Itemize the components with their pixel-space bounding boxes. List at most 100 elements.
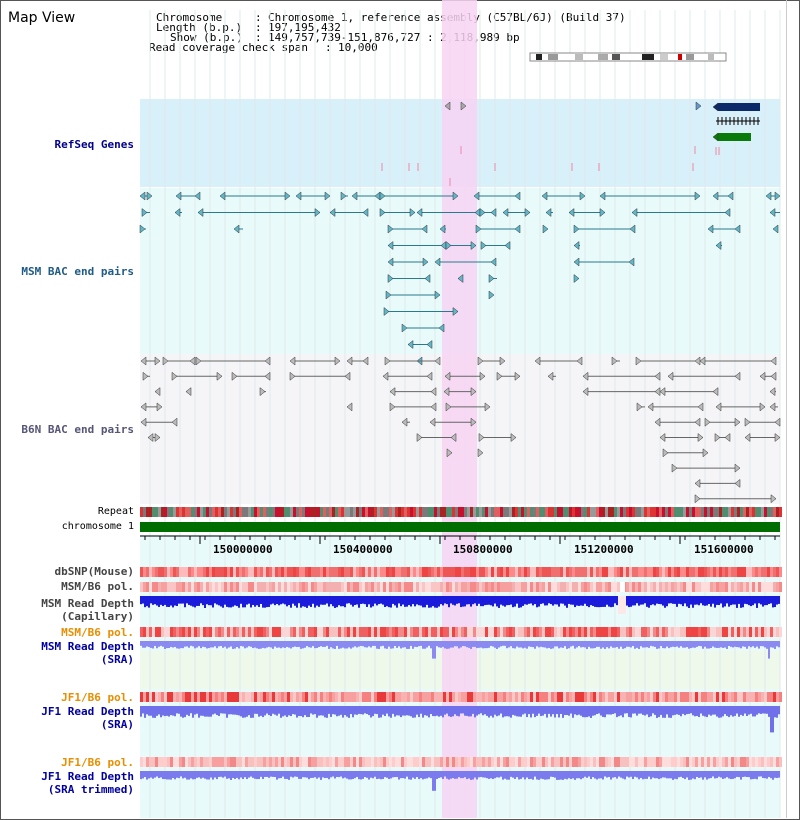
track-label-jf1-b6-pol-2[interactable]: JF1/B6 pol. [61, 756, 134, 769]
track-label-jf1-b6-pol[interactable]: JF1/B6 pol. [61, 691, 134, 704]
msm-b6-pol2-cell [623, 627, 626, 637]
msm-b6-pol-cell [158, 582, 161, 592]
track-label-refseq[interactable]: RefSeq Genes [54, 138, 134, 151]
b6n-bac-end [445, 402, 452, 412]
repeat-cell [545, 507, 548, 517]
jf1-depth-trimmed-bar [262, 771, 264, 779]
jf1-depth-sra-bar [576, 706, 578, 716]
jf1-b6-pol-cell [698, 692, 701, 702]
dbsnp-cell [617, 567, 620, 577]
jf1-depth-trimmed-bar [440, 771, 442, 778]
b6n-bac-end [154, 387, 161, 397]
msm-b6-pol2-cell [173, 627, 176, 637]
info-colon: : [255, 31, 262, 44]
jf1-b6-pol2-cell [206, 757, 209, 767]
track-label-msm-depth-sra[interactable]: MSM Read Depth [41, 640, 134, 653]
track-label-msm-b6-pol-2[interactable]: MSM/B6 pol. [61, 626, 134, 639]
msm-b6-pol2-cell [599, 627, 602, 637]
msm-b6-pol2-cell [356, 627, 359, 637]
msm-depth-capillary-bar [484, 596, 486, 606]
b6n-bac-end [744, 432, 751, 443]
msm-b6-pol-cell [689, 582, 692, 592]
track-label-msm-bac[interactable]: MSM BAC end pairs [21, 265, 134, 278]
msm-depth-capillary-bar [190, 596, 192, 606]
msm-depth-capillary-bar [580, 596, 582, 606]
jf1-b6-pol-cell [560, 692, 563, 702]
repeat-cell [626, 507, 629, 517]
jf1-depth-sra-bar [628, 706, 630, 717]
track-label-jf1-depth-trimmed[interactable]: JF1 Read Depth [41, 770, 134, 783]
b6n-bac-end [470, 417, 477, 427]
jf1-b6-pol-cell [158, 692, 161, 702]
msm-depth-sra-bar [382, 641, 384, 646]
track-label-b6n-bac[interactable]: B6N BAC end pairs [21, 423, 134, 436]
jf1-depth-trimmed-bar [542, 771, 544, 780]
jf1-b6-pol-cell [299, 692, 302, 702]
jf1-depth-trimmed-bar [674, 771, 676, 779]
track-label-dbsnp[interactable]: dbSNP(Mouse) [54, 565, 134, 578]
jf1-b6-pol-cell [266, 692, 269, 702]
jf1-depth-sra-bar [218, 706, 220, 716]
repeat-cell [359, 507, 362, 517]
chromosome-ideogram [529, 52, 727, 62]
msm-depth-sra-bar [522, 641, 524, 649]
jf1-depth-sra-bar [698, 706, 700, 718]
msm-depth-sra-bar [504, 641, 506, 646]
repeat-cell [176, 507, 179, 517]
jf1-depth-trimmed-bar [482, 771, 484, 778]
msm-depth-sra-bar [466, 641, 468, 648]
msm-b6-pol-cell [770, 582, 773, 592]
msm-depth-capillary-bar [664, 596, 666, 608]
msm-depth-sra-bar [670, 641, 672, 648]
jf1-depth-sra-bar [562, 706, 564, 718]
msm-depth-capillary-bar [738, 596, 740, 604]
msm-depth-capillary-bar [316, 596, 318, 606]
msm-depth-capillary-bar [194, 596, 196, 608]
msm-depth-sra-bar [402, 641, 404, 648]
msm-depth-capillary-bar [538, 596, 540, 607]
msm-depth-sra-bar [230, 641, 232, 647]
b6n-bac-end [770, 371, 777, 381]
msm-depth-capillary-bar [146, 596, 148, 607]
jf1-b6-pol2-cell [446, 757, 449, 767]
msm-bac-end [424, 273, 431, 284]
repeat-cell [632, 507, 635, 517]
ideogram-band [575, 54, 583, 60]
track-label-msm-depth-capillary[interactable]: MSM Read Depth [41, 597, 134, 610]
repeat-cell [704, 507, 707, 517]
b6n-bac-end [416, 432, 423, 443]
jf1-depth-trimmed-bar [396, 771, 398, 778]
msm-depth-capillary-bar [678, 596, 680, 604]
jf1-b6-pol-cell [470, 692, 473, 702]
dbsnp-cell [779, 567, 782, 577]
msm-depth-sra-bar [376, 641, 378, 649]
repeat-cell [254, 507, 257, 517]
jf1-depth-sra-bar [600, 706, 602, 716]
jf1-b6-pol2-cell [611, 757, 614, 767]
msm-depth-capillary-bar [688, 596, 690, 608]
jf1-depth-sra-bar [144, 706, 146, 718]
msm-depth-sra-bar [682, 641, 684, 648]
jf1-depth-trimmed-bar [372, 771, 374, 779]
jf1-b6-pol2-cell [485, 757, 488, 767]
msm-b6-pol-cell [272, 582, 275, 592]
msm-depth-capillary-bar [534, 596, 536, 605]
jf1-b6-pol-cell [182, 692, 185, 702]
dbsnp-cell [632, 567, 635, 577]
msm-depth-capillary-bar [466, 596, 468, 605]
jf1-b6-pol2-cell [491, 757, 494, 767]
msm-b6-pol-cell [491, 582, 494, 592]
jf1-b6-pol-cell [362, 692, 365, 702]
track-label-jf1-depth-sra[interactable]: JF1 Read Depth [41, 705, 134, 718]
vertical-scrollbar[interactable] [786, 0, 797, 818]
msm-b6-pol-cell [281, 582, 284, 592]
jf1-depth-trimmed-bar [302, 771, 304, 778]
jf1-depth-sra-bar [242, 706, 244, 718]
msm-bac-end [542, 224, 549, 234]
track-label-msm-b6-pol[interactable]: MSM/B6 pol. [61, 580, 134, 593]
repeat-cell [428, 507, 431, 517]
msm-bac-end [628, 257, 635, 267]
jf1-b6-pol2-cell [518, 757, 521, 767]
jf1-b6-pol-cell [233, 692, 236, 702]
